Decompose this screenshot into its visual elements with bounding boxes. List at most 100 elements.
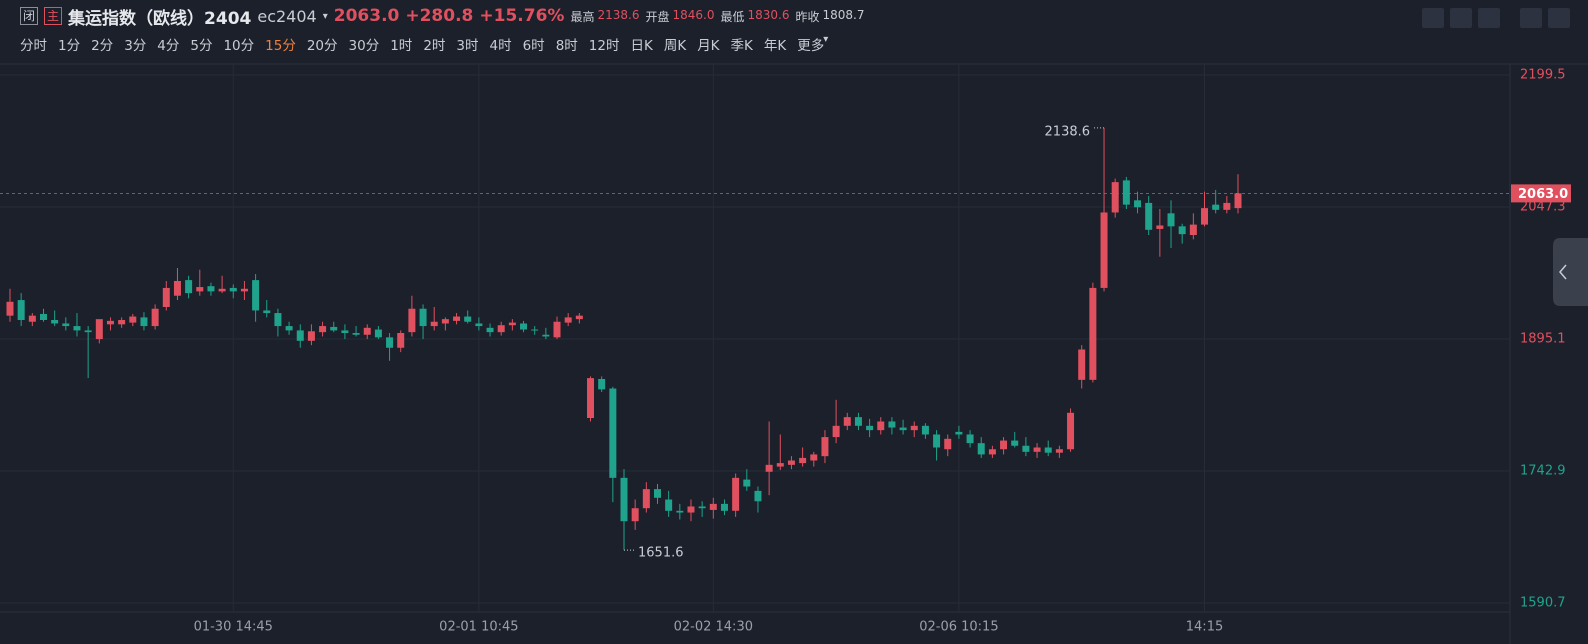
candle-body	[698, 506, 706, 509]
last-price-tag	[1511, 184, 1571, 203]
period-button[interactable]: 季K	[730, 38, 753, 54]
instrument-code[interactable]: ec2404	[257, 6, 317, 26]
period-button[interactable]: 周K	[663, 38, 687, 54]
tool-button[interactable]	[1548, 8, 1570, 28]
period-button[interactable]: 10分	[223, 38, 255, 54]
candle-body	[330, 326, 338, 331]
candle-body	[687, 506, 695, 513]
tool-button[interactable]	[1520, 8, 1542, 28]
candle-body	[933, 434, 941, 448]
candle-body	[1223, 202, 1231, 210]
candle-body	[1044, 447, 1052, 453]
candle-body	[486, 327, 494, 333]
period-button[interactable]: 3时	[456, 38, 479, 54]
candle-body	[553, 321, 561, 338]
candle-body	[977, 443, 985, 455]
candle-body	[497, 325, 505, 333]
candle-body	[854, 417, 862, 426]
period-button[interactable]: 8时	[555, 38, 578, 54]
candle-body	[1201, 208, 1209, 225]
period-button[interactable]: 1分	[58, 38, 81, 54]
period-button[interactable]: 6时	[522, 38, 545, 54]
period-button[interactable]: 4分	[157, 38, 180, 54]
x-tick-label: 14:15	[1186, 620, 1223, 635]
candle-body	[866, 425, 874, 431]
x-tick-label: 02-02 14:30	[674, 620, 753, 635]
badge: 主	[44, 7, 63, 25]
candle-body	[464, 316, 472, 322]
candle-body	[352, 333, 360, 335]
candle-body	[229, 287, 237, 292]
candle-body	[676, 510, 684, 513]
y-tick-label: 1590.7	[1520, 596, 1566, 611]
period-button[interactable]: 月K	[697, 38, 720, 54]
period-button[interactable]: 年K	[763, 38, 787, 54]
last-price-label: 2063.0	[1518, 187, 1568, 202]
stat-value: 1846.0	[672, 7, 715, 22]
candle-body	[419, 308, 427, 327]
period-button[interactable]: 20分	[306, 38, 338, 54]
candle-body	[1167, 213, 1175, 227]
side-tab	[1553, 238, 1588, 306]
period-button[interactable]: 3分	[124, 38, 147, 54]
candle-body	[285, 326, 293, 331]
candle-body	[888, 421, 896, 428]
stat-label: 昨收	[795, 9, 820, 24]
candle-body	[743, 479, 751, 487]
period-button[interactable]: 15分	[265, 38, 296, 54]
candle-body	[386, 337, 394, 348]
change: +280.8	[405, 6, 474, 26]
period-button[interactable]: 30分	[348, 38, 380, 54]
candle-body	[1089, 287, 1097, 380]
candle-body	[720, 503, 728, 511]
candle-body	[51, 320, 59, 324]
period-button[interactable]: 12时	[588, 38, 620, 54]
candle-body	[921, 425, 929, 435]
period-button[interactable]: 分时	[20, 38, 47, 54]
tool-button[interactable]	[1450, 8, 1472, 28]
y-tick-label: 1742.9	[1520, 464, 1566, 479]
candle-body	[17, 300, 25, 321]
candle-body	[966, 434, 974, 444]
header: 闭 主 集运指数（欧线）2404 ec2404 ▾ 2063.0 +280.8 +…	[20, 4, 865, 29]
candle-body	[531, 329, 539, 331]
candle-body	[1000, 440, 1008, 450]
candle-body	[441, 319, 449, 324]
candle-body	[754, 490, 762, 502]
candle-body	[832, 425, 840, 438]
x-tick-label: 02-06 10:15	[919, 620, 998, 635]
period-button[interactable]: 日K	[630, 38, 653, 54]
candle-body	[319, 326, 327, 333]
candle-body	[218, 288, 226, 292]
candle-body	[1055, 449, 1063, 453]
y-tick-label: 2047.3	[1520, 200, 1566, 215]
max-label: 2138.6	[1045, 124, 1091, 139]
candle-body	[430, 321, 438, 327]
candle-body	[341, 330, 349, 334]
candle-body	[665, 499, 673, 511]
candle-body	[631, 508, 639, 522]
candle-body	[620, 477, 628, 522]
tool-button[interactable]	[1422, 8, 1444, 28]
candle-body	[810, 454, 818, 461]
period-button[interactable]: 4时	[489, 38, 512, 54]
candle-body	[508, 322, 516, 326]
period-button[interactable]: 更多	[797, 38, 825, 54]
period-button[interactable]: 2时	[423, 38, 446, 54]
period-button[interactable]: 5分	[190, 38, 213, 54]
period-button[interactable]: 1时	[390, 38, 413, 54]
candle-body	[1067, 412, 1075, 450]
candle-body	[821, 437, 829, 457]
dropdown-arrow: ▾	[823, 34, 829, 45]
candle-body	[129, 316, 137, 323]
candle-body	[520, 323, 528, 330]
period-button[interactable]: 2分	[91, 38, 114, 54]
candle-body	[252, 280, 260, 311]
candle-body	[1022, 445, 1030, 452]
tool-button[interactable]	[1478, 8, 1500, 28]
candle-body	[140, 317, 148, 327]
candle-body	[162, 287, 170, 307]
candle-body	[609, 388, 617, 478]
change-pct: +15.76%	[479, 6, 565, 26]
candle-body	[374, 329, 382, 338]
